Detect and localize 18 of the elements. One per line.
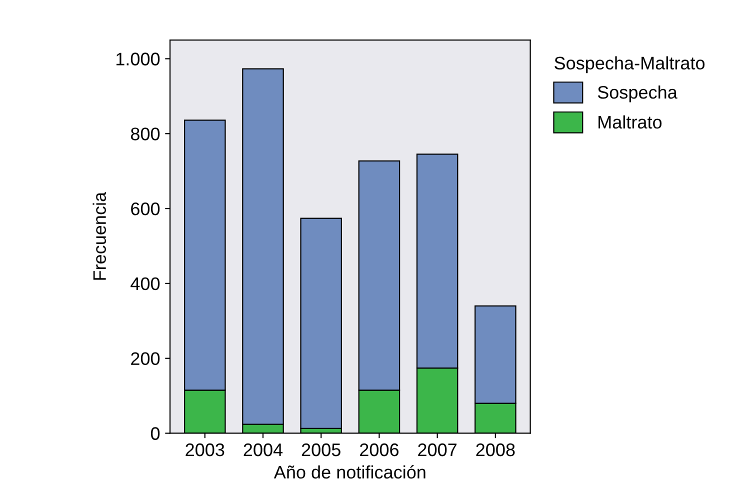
- legend-title: Sospecha-Maltrato: [554, 56, 705, 74]
- y-tick-label: 600: [131, 202, 160, 216]
- x-tick-label: 2007: [418, 443, 456, 456]
- bar: [300, 218, 342, 429]
- x-tick-label: 2008: [476, 443, 515, 456]
- legend-label: Maltrato: [598, 115, 662, 129]
- y-tick-label: 800: [130, 128, 160, 140]
- x-tick-label: 2003: [186, 443, 224, 456]
- legend-label: Sospecha: [598, 85, 678, 102]
- y-tick-label: 400: [130, 277, 160, 290]
- y-tick-label: 0: [150, 427, 160, 440]
- y-tick-label: 1.000: [116, 52, 160, 66]
- x-tick-label: 2004: [244, 443, 283, 456]
- x-tick-label: 2005: [302, 443, 340, 456]
- y-tick-label: 200: [131, 352, 160, 366]
- x-tick-label: 2006: [360, 443, 399, 456]
- x-axis-title: Año de notificación: [274, 465, 426, 479]
- y-axis-title: Frecuencia: [92, 192, 106, 280]
